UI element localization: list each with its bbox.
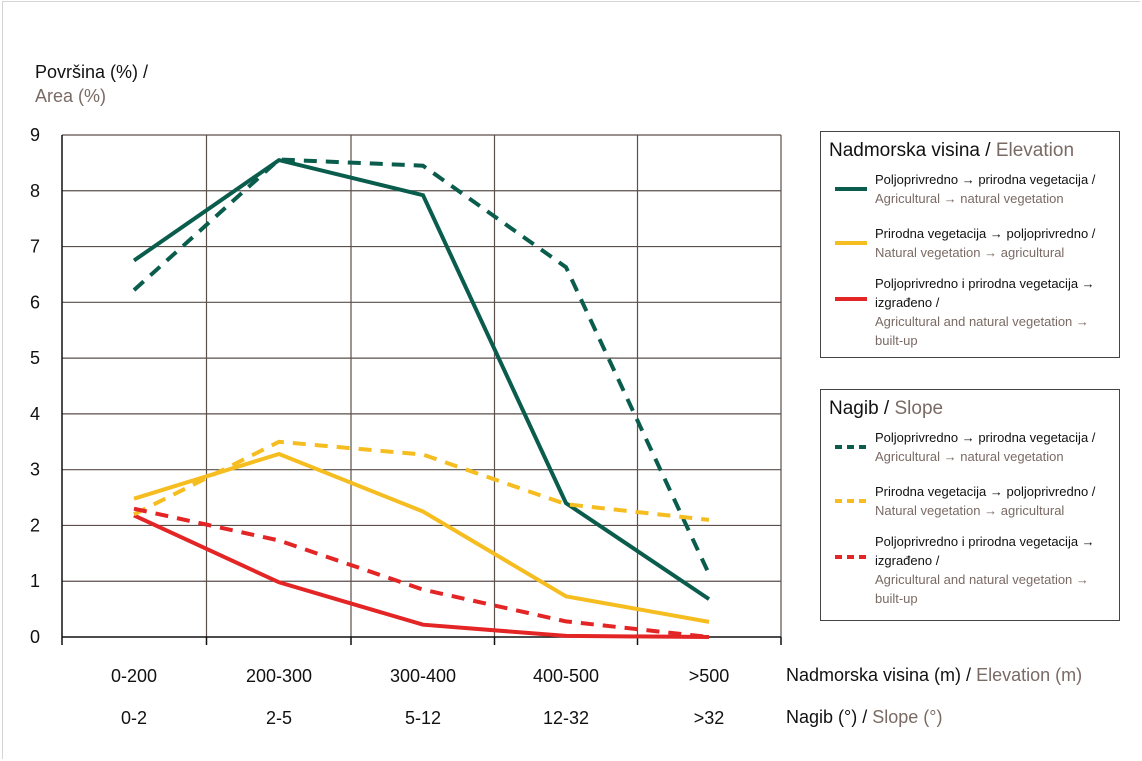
x-tick-label-slope: 5-12 — [405, 708, 441, 728]
y-tick-label: 9 — [30, 125, 40, 145]
legend-elevation: Nadmorska visina / Elevation Poljoprivre… — [820, 131, 1120, 358]
y-tick-label: 6 — [30, 292, 40, 312]
legend-swatch — [835, 241, 867, 245]
legend-item-elevation-agri-to-natural: Poljoprivredno → prirodna vegetacija / A… — [821, 170, 1119, 208]
y-tick-label: 5 — [30, 348, 40, 368]
y-axis-title: Površina (%) / — [35, 62, 149, 82]
x-tick-label-elevation: 400-500 — [533, 666, 599, 686]
series-line-elevation-1 — [133, 451, 710, 624]
x-axis-title-elevation: Nadmorska visina (m) / Elevation (m) — [786, 665, 1083, 685]
legend-slope: Nagib / Slope Poljoprivredno → prirodna … — [820, 389, 1120, 621]
x-tick-label-elevation: 0-200 — [111, 666, 157, 686]
legend-swatch — [835, 187, 867, 191]
y-tick-label: 8 — [30, 181, 40, 201]
y-tick-label: 4 — [30, 404, 40, 424]
y-tick-label: 3 — [30, 460, 40, 480]
legend-swatch — [835, 297, 867, 301]
legend-item-elevation-natural-to-agri: Prirodna vegetacija → poljoprivredno / N… — [821, 224, 1119, 262]
legend-item-slope-natural-to-agri: Prirodna vegetacija → poljoprivredno / N… — [821, 482, 1119, 520]
x-tick-label-elevation: >500 — [689, 666, 730, 686]
legend-elevation-title: Nadmorska visina / Elevation — [829, 140, 1075, 161]
y-axis-title-english: Area (%) — [35, 86, 107, 106]
legend-item-slope-agri-to-natural: Poljoprivredno → prirodna vegetacija / A… — [821, 428, 1119, 466]
legend-item-slope-to-builtup: Poljoprivredno i prirodna vegetacija → i… — [821, 532, 1119, 608]
x-tick-label-elevation: 300-400 — [390, 666, 456, 686]
x-tick-label-slope: >32 — [694, 708, 725, 728]
x-tick-label-slope: 2-5 — [266, 708, 292, 728]
series-line-slope-4 — [133, 439, 710, 522]
x-tick-label-elevation: 200-300 — [246, 666, 312, 686]
y-tick-label: 2 — [30, 515, 40, 535]
x-axis-title-slope: Nagib (°) / Slope (°) — [786, 707, 943, 727]
legend-item-elevation-to-builtup: Poljoprivredno i prirodna vegetacija → i… — [821, 274, 1119, 350]
legend-swatch — [835, 555, 867, 559]
x-tick-label-slope: 0-2 — [121, 708, 147, 728]
series-line-elevation-0 — [132, 157, 711, 601]
legend-swatch — [835, 499, 867, 503]
series-line-slope-3 — [132, 157, 711, 575]
y-tick-label: 0 — [30, 627, 40, 647]
y-tick-label: 7 — [30, 237, 40, 257]
legend-swatch — [835, 445, 867, 449]
legend-slope-title: Nagib / Slope — [829, 398, 944, 419]
x-tick-label-slope: 12-32 — [543, 708, 589, 728]
series-line-slope-5 — [133, 506, 710, 639]
series-line-elevation-2 — [133, 513, 710, 639]
y-tick-label: 1 — [30, 571, 40, 591]
